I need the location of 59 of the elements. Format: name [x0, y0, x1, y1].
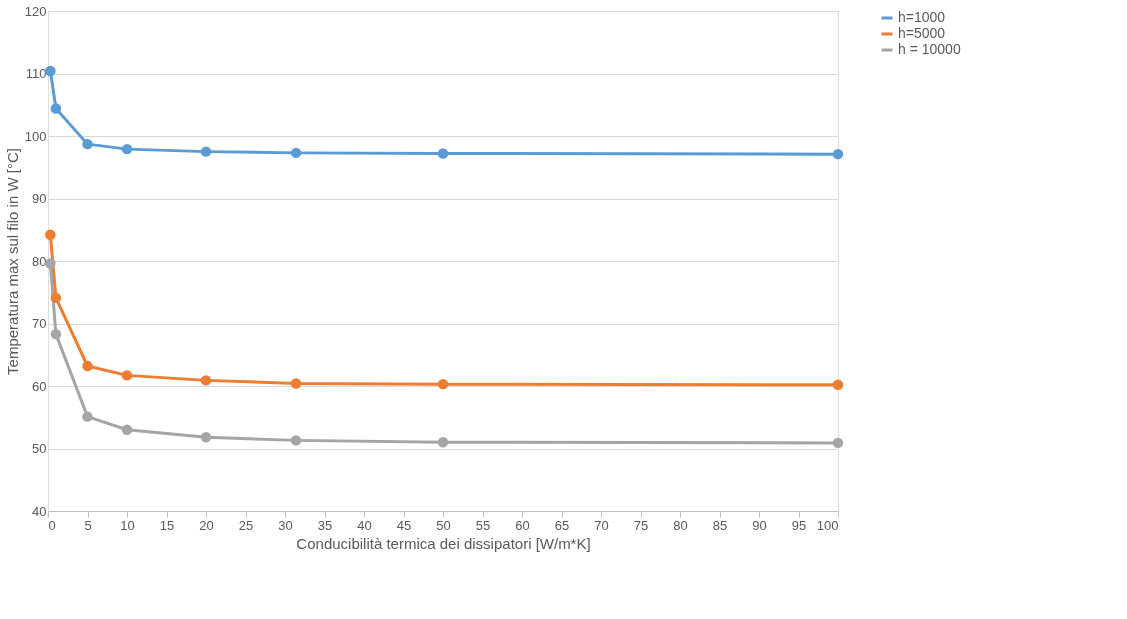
y-tick-label: 40	[32, 503, 47, 519]
point	[82, 138, 93, 150]
y-tick-label: 110	[25, 66, 47, 81]
point	[200, 146, 212, 157]
point	[50, 103, 62, 114]
point	[290, 147, 302, 159]
point	[45, 258, 56, 269]
point	[121, 424, 133, 435]
x-tick-label: 5	[84, 517, 92, 533]
legend-label: h=1000	[898, 9, 946, 25]
x-tick-label: 65	[554, 517, 570, 533]
legend-label: h=5000	[898, 25, 946, 41]
x-tick-label: 35	[317, 517, 333, 533]
x-tick-label: 60	[515, 517, 530, 533]
x-tick-label: 90	[752, 517, 767, 533]
x-tick-label: 30	[278, 517, 293, 533]
point	[437, 437, 449, 448]
x-tick-label: 45	[396, 517, 412, 533]
x-tick-label: 10	[120, 517, 135, 533]
y-tick-label: 60	[32, 378, 47, 394]
point	[437, 148, 449, 159]
x-tick-label: 75	[633, 517, 649, 533]
point	[290, 435, 302, 446]
point	[200, 375, 212, 386]
y-tick-label: 50	[32, 441, 47, 456]
point	[290, 378, 302, 389]
x-tick-label: 0	[48, 517, 56, 533]
point	[45, 65, 56, 77]
x-tick-label: 95	[791, 517, 807, 533]
x-tick-label: 80	[673, 517, 688, 533]
point	[82, 360, 93, 372]
y-tick-label: 120	[24, 3, 47, 19]
x-tick-label: 85	[712, 517, 728, 533]
x-tick-label: 55	[475, 517, 491, 533]
y-tick-label: 70	[32, 316, 47, 331]
point	[437, 378, 449, 390]
y-tick-label: 100	[24, 128, 47, 144]
point	[82, 411, 93, 422]
x-tick-label: 15	[159, 517, 175, 533]
legend-label: h = 10000	[898, 41, 961, 57]
x-axis-title: Conducibilità termica dei dissipatori [W/m*K]	[296, 534, 591, 552]
point	[121, 143, 133, 155]
point	[832, 379, 844, 390]
point	[121, 370, 133, 381]
y-axis-title: Temperatura max sul filo in W [°C]	[3, 148, 21, 375]
point	[200, 432, 212, 443]
y-tick-label: 80	[32, 253, 47, 269]
y-tick-label: 90	[32, 191, 47, 206]
point	[50, 292, 62, 304]
x-tick-label: 40	[357, 517, 372, 533]
point	[832, 437, 844, 449]
x-tick-label: 100	[816, 517, 839, 533]
point	[832, 148, 844, 160]
x-tick-label: 20	[199, 517, 214, 533]
point	[45, 229, 56, 240]
x-tick-label: 70	[594, 517, 609, 533]
point	[50, 328, 62, 340]
x-tick-label: 25	[238, 517, 254, 533]
x-tick-label: 50	[436, 517, 451, 533]
